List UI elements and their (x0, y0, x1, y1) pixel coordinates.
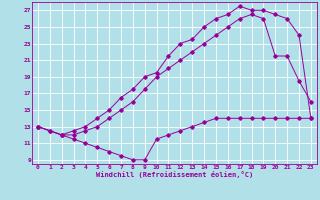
X-axis label: Windchill (Refroidissement éolien,°C): Windchill (Refroidissement éolien,°C) (96, 171, 253, 178)
